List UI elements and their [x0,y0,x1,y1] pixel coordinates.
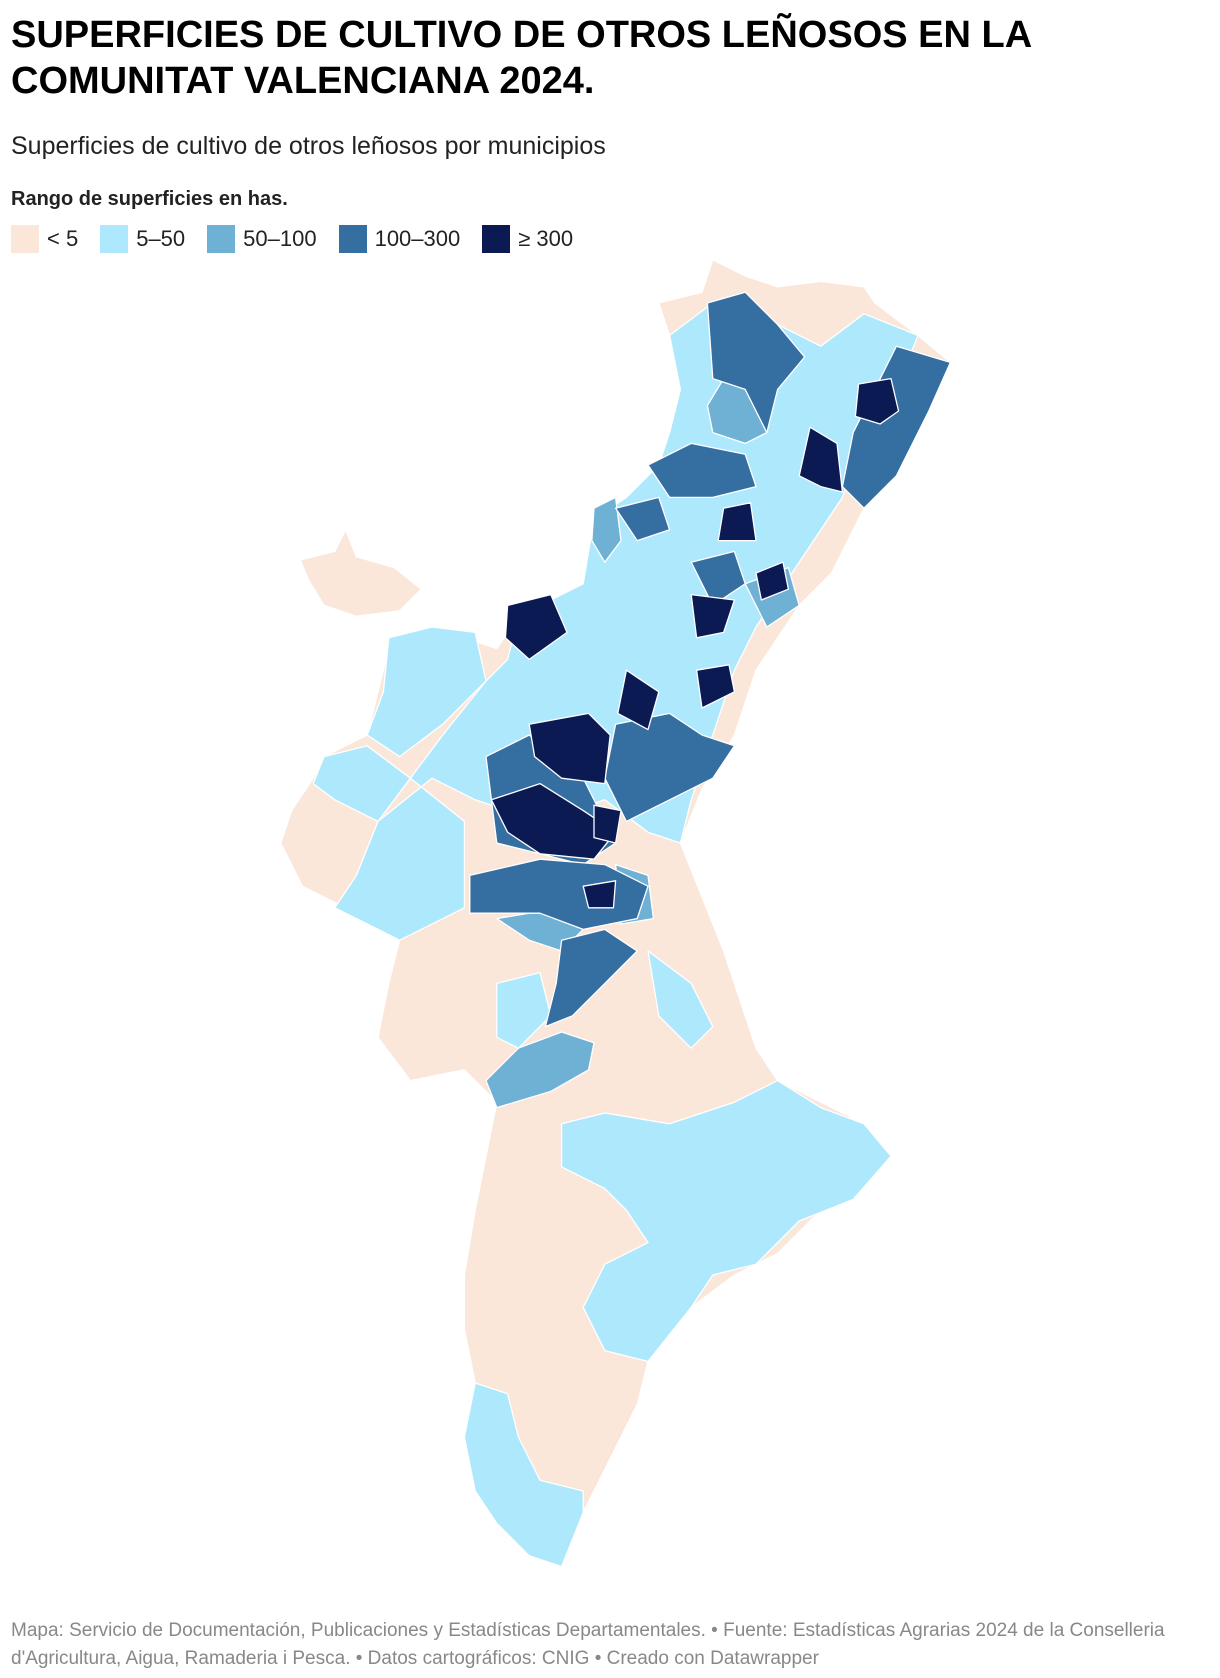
region-area [544,928,638,1028]
legend-label: 50–100 [243,226,317,251]
legend-label: 100–300 [374,226,461,251]
region-area [604,712,736,823]
region-area [593,804,622,844]
region-area [582,880,617,909]
region-area [490,782,617,860]
legend-label: ≥ 300 [518,226,574,251]
region-area [690,550,746,607]
region-area [614,496,671,542]
legend-swatch [11,225,39,253]
region-area [690,593,736,639]
legend-swatch [207,225,236,253]
legend-item: 100–300 [338,225,461,253]
region-area [647,442,757,499]
legend-item: ≥ 300 [482,225,573,253]
region-area [854,377,900,425]
map [280,260,952,1568]
region-area [299,529,422,617]
region-area [463,1382,584,1568]
region-area [591,496,622,563]
footer: Mapa: Servicio de Documentación, Publica… [11,1620,1165,1669]
region-area [485,1031,595,1109]
legend-label: 5–50 [136,226,186,251]
region-area [504,593,568,661]
region-area [841,345,952,509]
region-area [528,712,611,785]
title: SUPERFICIES DE CULTIVO DE OTROS LEÑOSOS … [11,14,1031,102]
legend-item: 5–50 [100,225,185,253]
region-area [798,426,844,493]
region-area [647,950,714,1049]
legend-swatch [338,225,367,253]
region-area [755,561,790,601]
legend: < 5 5–50 50–100 100–300 ≥ 300 [11,225,573,253]
region-area [717,502,757,542]
legend-label: < 5 [47,226,79,251]
legend-swatch [482,225,511,253]
region-area [560,1079,892,1363]
legend-swatch [100,225,129,253]
region-area [366,626,487,758]
legend-item: 50–100 [207,225,317,253]
region-area [312,745,412,823]
legend-item: < 5 [11,225,78,253]
region-area [496,971,552,1049]
region-area [469,858,649,931]
region-area [617,669,660,731]
region-area [706,291,806,434]
legend-title: Rango de superficies en has. [11,188,288,210]
subtitle: Superficies de cultivo de otros leñosos … [11,132,606,160]
region-area [695,664,736,709]
